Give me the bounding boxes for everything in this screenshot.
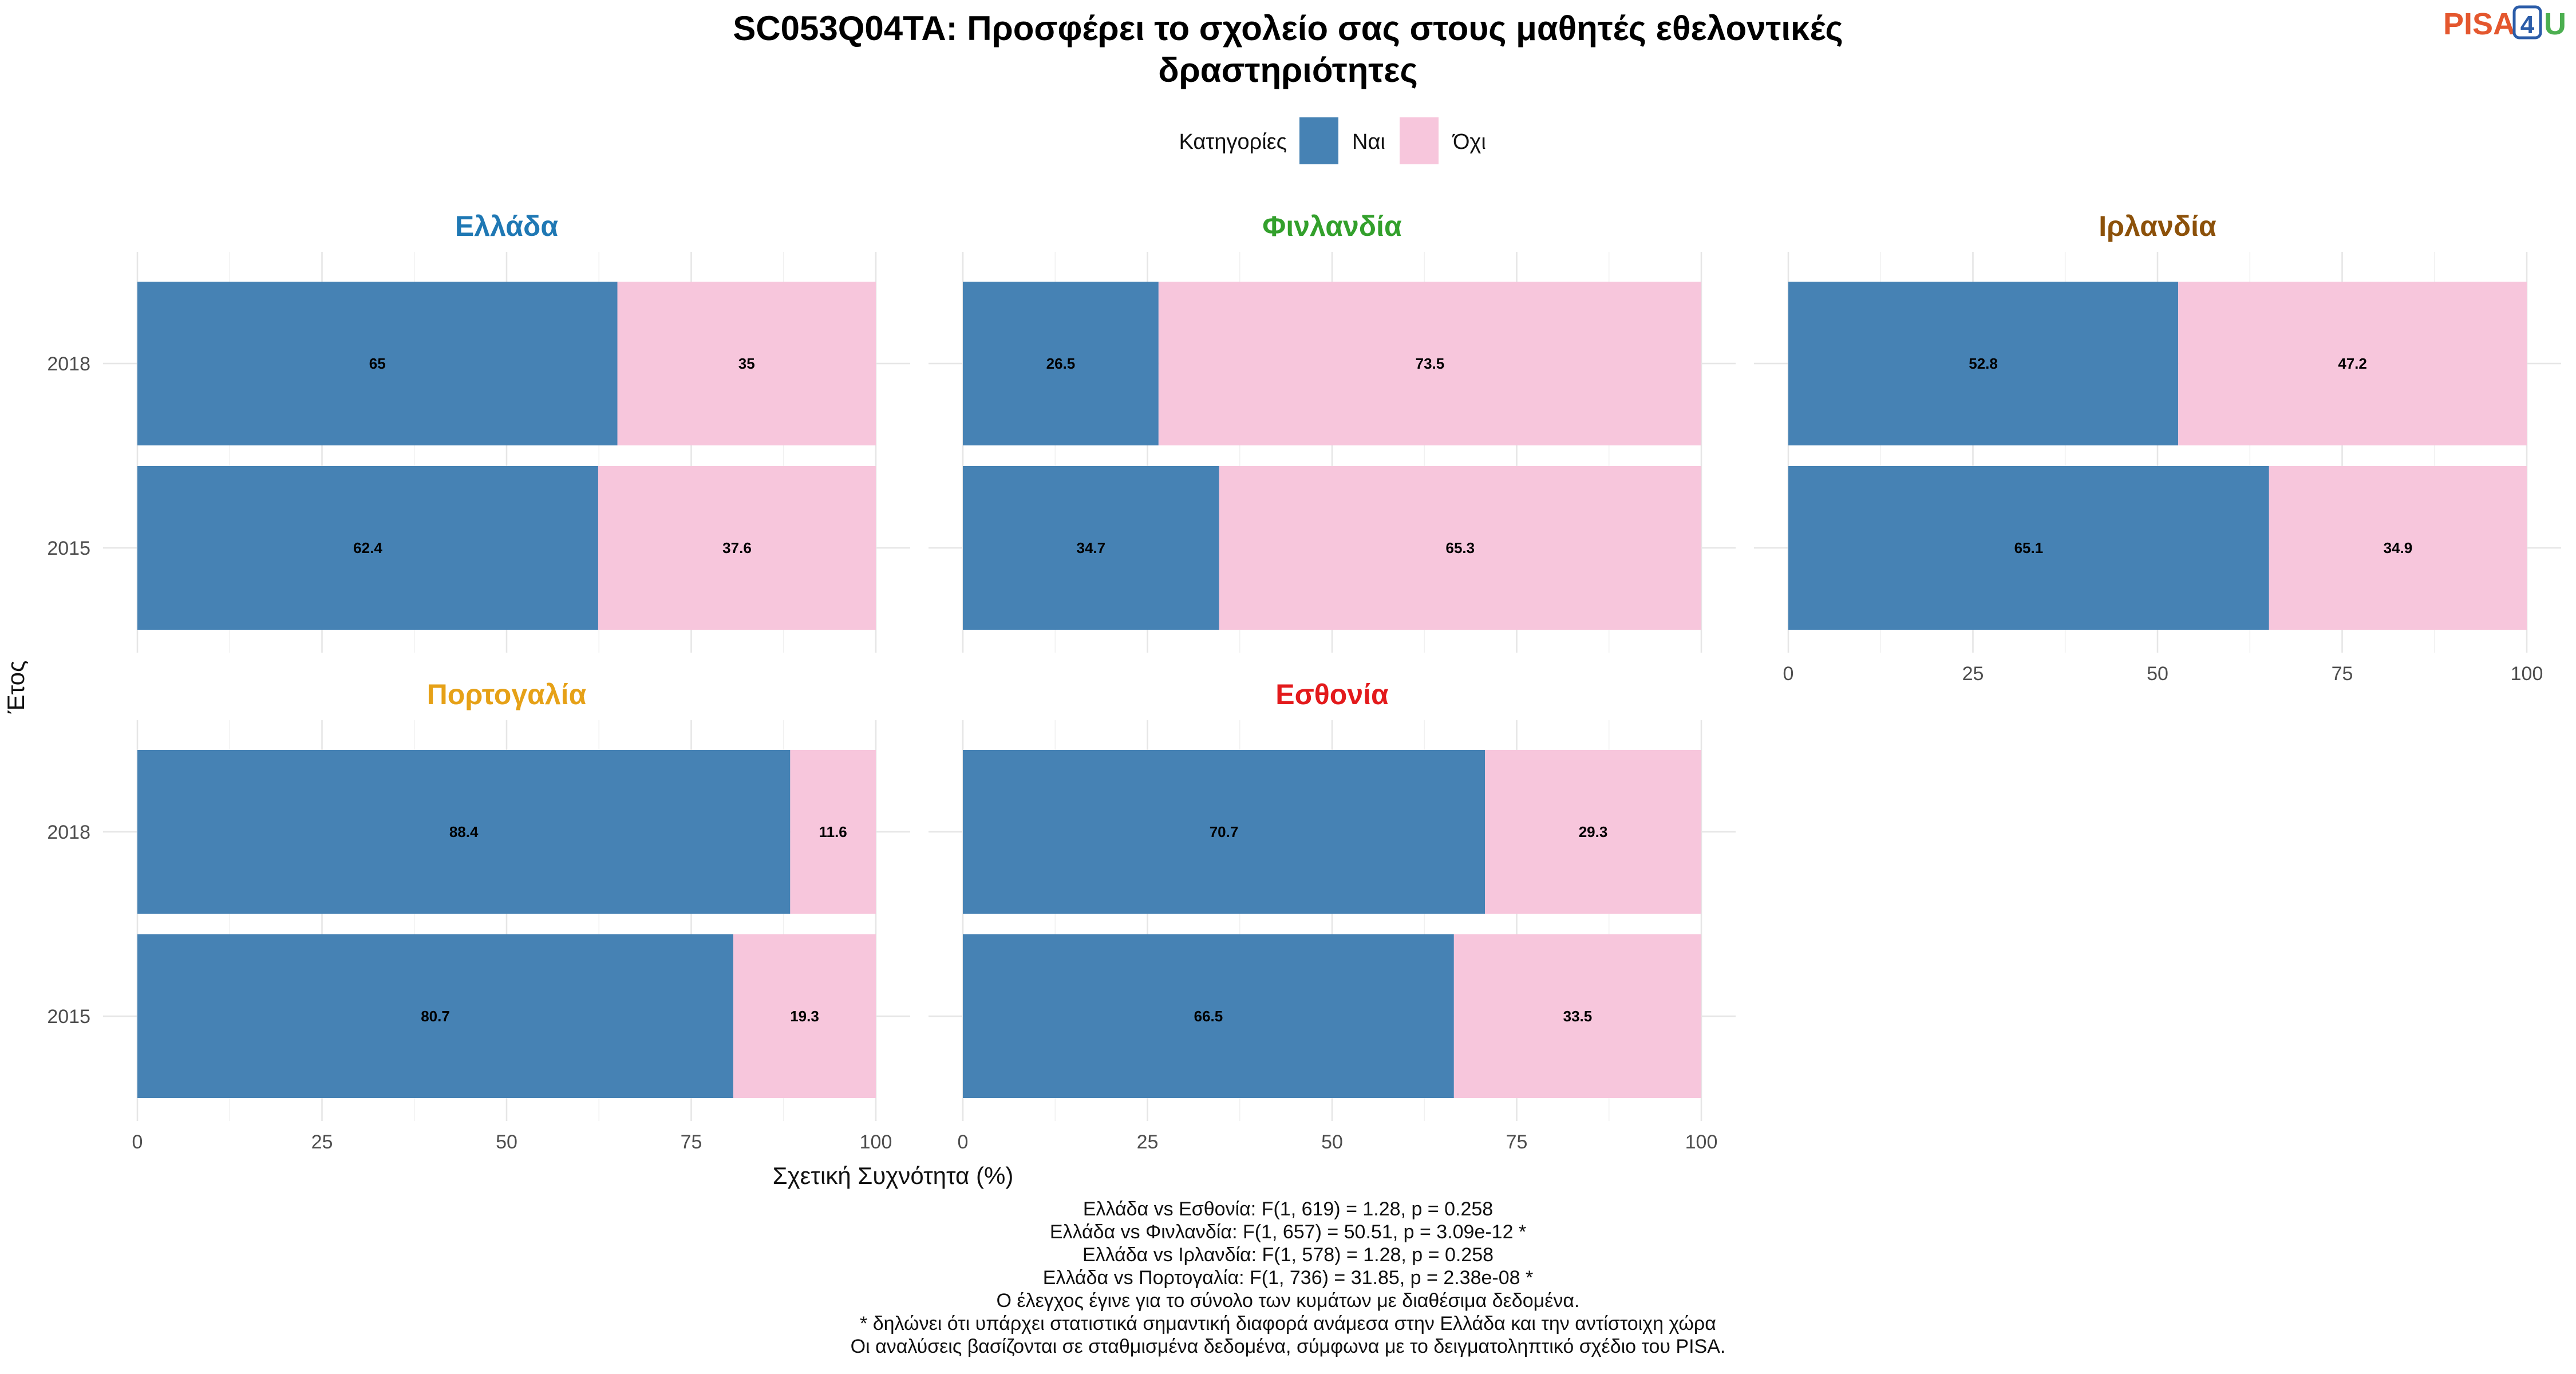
- legend: Κατηγορίες Ναι Όχι: [1179, 117, 1486, 164]
- note-line: Ελλάδα vs Εσθονία: F(1, 619) = 1.28, p =…: [1083, 1198, 1493, 1220]
- bar-value-label: 73.5: [1416, 355, 1445, 372]
- panel-title: Φινλανδία: [1262, 210, 1402, 242]
- logo-four-text: 4: [2520, 11, 2535, 39]
- note-line: * δηλώνει ότι υπάρχει στατιστικά σημαντι…: [860, 1313, 1716, 1334]
- legend-label-yes: Ναι: [1352, 130, 1385, 154]
- statistical-notes: Ελλάδα vs Εσθονία: F(1, 619) = 1.28, p =…: [851, 1198, 1726, 1357]
- x-axis-label: Σχετική Συχνότητα (%): [773, 1162, 1014, 1189]
- logo-u-text: U: [2544, 7, 2566, 41]
- legend-swatch-yes: [1299, 117, 1338, 164]
- panel-3: Ιρλανδία 52.8 47.2 65.1 34.9 0 25 50 75 100: [1754, 210, 2561, 685]
- bar-no-2015: [733, 934, 876, 1098]
- panel-1: Ελλάδα 65 35 2018 62.4 37.6 2015: [47, 210, 910, 653]
- x-tick-label: 25: [1962, 663, 1984, 685]
- note-line: Ελλάδα vs Πορτογαλία: F(1, 736) = 31.85,…: [1043, 1267, 1533, 1289]
- panel-title: Ελλάδα: [455, 210, 558, 242]
- x-tick-label: 100: [2511, 663, 2543, 685]
- bar-value-label: 70.7: [1210, 823, 1239, 840]
- x-tick-label: 75: [1506, 1131, 1528, 1153]
- x-tick-label: 50: [2147, 663, 2168, 685]
- chart-title-line-1: SC053Q04TA: Προσφέρει το σχολείο σας στο…: [733, 9, 1843, 48]
- y-tick-label: 2015: [47, 538, 90, 559]
- x-tick-label: 75: [2332, 663, 2353, 685]
- bar-yes-2018: [963, 282, 1159, 445]
- note-line: Ο έλεγχος έγινε για το σύνολο των κυμάτω…: [997, 1290, 1580, 1312]
- bar-yes-2015: [963, 466, 1219, 630]
- y-tick-label: 2018: [47, 822, 90, 843]
- chart-title-line-2: δραστηριότητες: [1158, 51, 1418, 89]
- legend-title: Κατηγορίες: [1179, 130, 1287, 154]
- x-tick-label: 100: [860, 1131, 892, 1153]
- bar-value-label: 88.4: [449, 823, 479, 840]
- panel-4: Πορτογαλία 88.4 11.6 2018 80.7 19.3 2015 0 25 50 7…: [47, 678, 910, 1153]
- panel-5: Εσθονία 70.7 29.3 66.5 33.5 0 25 50 75 100: [929, 678, 1736, 1153]
- x-tick-label: 50: [1321, 1131, 1343, 1153]
- bar-value-label: 65.3: [1446, 539, 1475, 556]
- bar-value-label: 34.9: [2384, 539, 2413, 556]
- x-tick-label: 75: [681, 1131, 702, 1153]
- bar-value-label: 65: [369, 355, 386, 372]
- bar-no-2018: [617, 282, 876, 445]
- bar-yes-2015: [1788, 466, 2269, 630]
- bar-yes-2018: [963, 750, 1485, 914]
- y-tick-label: 2018: [47, 353, 90, 375]
- x-tick-label: 0: [132, 1131, 143, 1153]
- bar-yes-2015: [137, 934, 734, 1098]
- panel-title: Ιρλανδία: [2099, 210, 2217, 242]
- x-tick-label: 50: [496, 1131, 517, 1153]
- bar-value-label: 19.3: [790, 1008, 819, 1025]
- x-tick-label: 25: [1137, 1131, 1159, 1153]
- pisa4u-logo: PISA 4 U: [2443, 5, 2566, 41]
- bar-no-2015: [1219, 466, 1701, 630]
- x-tick-label: 0: [1783, 663, 1794, 685]
- bar-no-2015: [598, 466, 876, 630]
- logo-four-box: [2512, 5, 2542, 40]
- bar-no-2015: [2269, 466, 2527, 630]
- bar-no-2018: [790, 750, 876, 914]
- bar-value-label: 34.7: [1077, 539, 1106, 556]
- logo-pisa-text: PISA: [2443, 7, 2515, 41]
- y-tick-label: 2015: [47, 1006, 90, 1028]
- panel-title: Εσθονία: [1275, 678, 1389, 710]
- bar-value-label: 29.3: [1579, 823, 1608, 840]
- x-tick-label: 0: [958, 1131, 969, 1153]
- panels: Ελλάδα 65 35 2018 62.4 37.6 2015 Φινλανδία 26.5 7…: [47, 210, 2561, 1153]
- panel-title: Πορτογαλία: [427, 678, 587, 710]
- bar-value-label: 65.1: [2014, 539, 2044, 556]
- bar-no-2015: [1453, 934, 1701, 1098]
- bar-value-label: 35: [738, 355, 755, 372]
- bar-yes-2018: [137, 282, 618, 445]
- bar-value-label: 26.5: [1046, 355, 1076, 372]
- bar-value-label: 33.5: [1563, 1008, 1593, 1025]
- bar-no-2018: [1485, 750, 1701, 914]
- note-line: Ελλάδα vs Φινλανδία: F(1, 657) = 50.51, …: [1050, 1221, 1526, 1243]
- bar-value-label: 11.6: [819, 823, 847, 840]
- legend-swatch-no: [1400, 117, 1439, 164]
- bar-yes-2018: [137, 750, 791, 914]
- x-tick-label: 25: [311, 1131, 333, 1153]
- bar-yes-2018: [1788, 282, 2179, 445]
- legend-label-no: Όχι: [1452, 130, 1486, 154]
- bar-no-2018: [1158, 282, 1701, 445]
- bar-value-label: 47.2: [2338, 355, 2367, 372]
- bar-no-2018: [2178, 282, 2527, 445]
- note-line: Οι αναλύσεις βασίζονται σε σταθμισμένα δ…: [851, 1336, 1726, 1357]
- y-axis-label: Έτος: [2, 661, 29, 714]
- bar-value-label: 80.7: [421, 1008, 450, 1025]
- panel-2: Φινλανδία 26.5 73.5 34.7 65.3: [929, 210, 1736, 653]
- bar-yes-2015: [963, 934, 1454, 1098]
- bar-value-label: 66.5: [1194, 1008, 1223, 1025]
- bar-value-label: 52.8: [1969, 355, 1998, 372]
- bar-value-label: 37.6: [722, 539, 752, 556]
- bar-value-label: 62.4: [353, 539, 382, 556]
- x-tick-label: 100: [1685, 1131, 1718, 1153]
- bar-yes-2015: [137, 466, 598, 630]
- note-line: Ελλάδα vs Ιρλανδία: F(1, 578) = 1.28, p …: [1082, 1244, 1494, 1266]
